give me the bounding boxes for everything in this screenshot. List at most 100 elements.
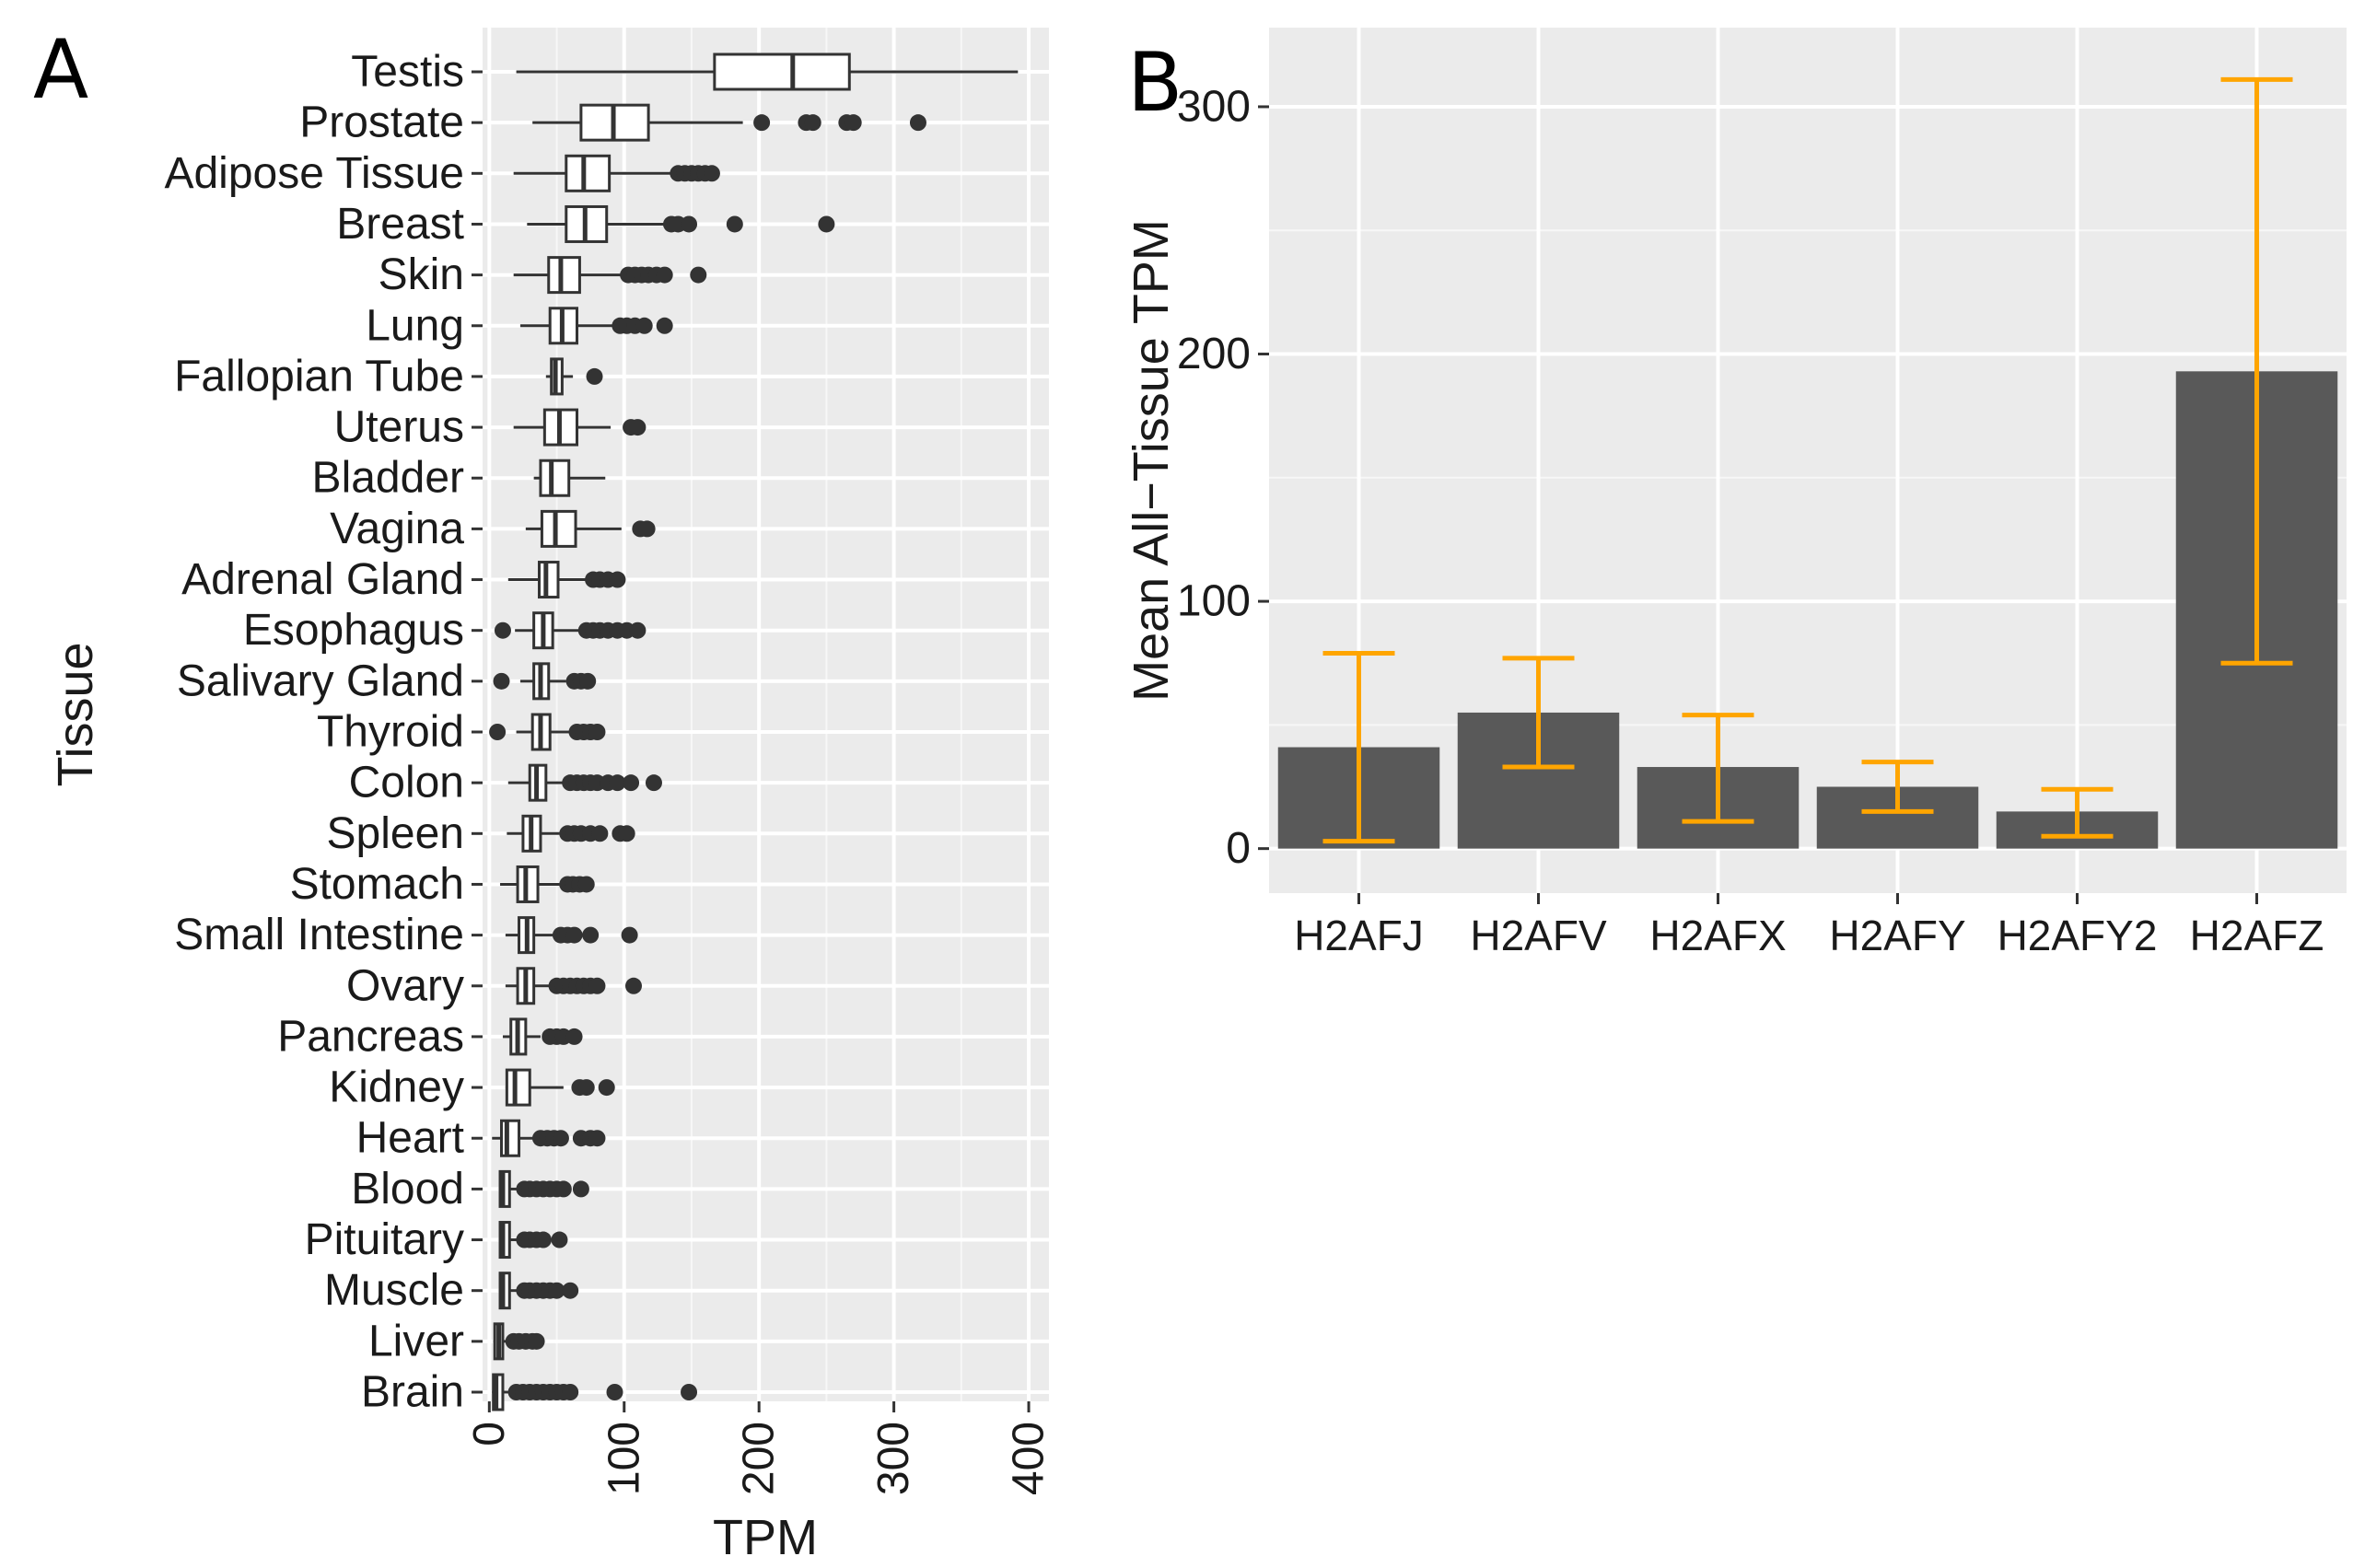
- outlier-point-fallopian-tube: [586, 367, 603, 385]
- outlier-point-breast: [818, 215, 835, 233]
- panel-b-y-axis: 0 100 200 300: [1177, 82, 1269, 873]
- outlier-point-lung: [656, 317, 673, 334]
- outlier-point-adipose-tissue: [703, 165, 720, 182]
- box-stomach: [500, 865, 595, 903]
- panel-a-letter: A: [33, 22, 88, 117]
- box-adrenal-gland: [507, 561, 626, 599]
- y-tick-label-pituitary: Pituitary: [305, 1215, 464, 1264]
- box-skin: [513, 256, 707, 295]
- outlier-point-heart: [552, 1130, 569, 1147]
- outlier-point-stomach: [577, 876, 595, 893]
- y-tick-label-bladder: Bladder: [312, 454, 464, 503]
- outlier-point-prostate: [845, 114, 862, 132]
- outlier-point-small-intestine: [582, 926, 600, 944]
- outlier-point-esophagus: [494, 621, 511, 639]
- box-pituitary: [498, 1221, 568, 1260]
- outlier-point-blood: [572, 1180, 589, 1198]
- y-tick-label-liver: Liver: [368, 1317, 464, 1365]
- outlier-point-spleen: [591, 825, 609, 842]
- box-kidney: [505, 1068, 615, 1107]
- x-tick-label-100: 100: [600, 1422, 648, 1495]
- outlier-point-thyroid: [489, 724, 507, 740]
- outlier-point-muscle: [562, 1282, 579, 1299]
- y-tick-label-300: 300: [1177, 82, 1251, 131]
- box-testis: [516, 52, 1019, 91]
- panel-a-y-axis-title: Tissue: [48, 642, 103, 786]
- outlier-point-spleen: [618, 825, 635, 842]
- outlier-point-pancreas: [565, 1028, 583, 1045]
- x-tick-label-h2afj: H2AFJ: [1294, 912, 1424, 959]
- y-tick-label-prostate: Prostate: [299, 99, 464, 147]
- iqr-box-vagina: [540, 509, 577, 548]
- x-tick-label-h2afv: H2AFV: [1470, 912, 1607, 959]
- box-heart: [492, 1119, 606, 1157]
- outlier-point-prostate: [804, 114, 821, 132]
- outlier-point-salivary-gland: [493, 672, 510, 690]
- outlier-point-uterus: [629, 419, 646, 436]
- outlier-point-breast: [681, 215, 698, 233]
- box-thyroid: [489, 713, 606, 751]
- box-small-intestine: [505, 916, 638, 955]
- y-tick-label-colon: Colon: [349, 759, 464, 807]
- box-salivary-gland: [493, 662, 597, 701]
- outlier-point-vagina: [638, 520, 656, 538]
- y-tick-label-blood: Blood: [351, 1165, 464, 1214]
- iqr-box-testis: [713, 52, 851, 91]
- x-tick-label-0: 0: [465, 1422, 514, 1446]
- panel-b-plot-background: [1269, 28, 2347, 893]
- x-tick-label-h2afy: H2AFY: [1829, 912, 1965, 959]
- y-tick-label-kidney: Kidney: [329, 1063, 464, 1112]
- y-tick-label-muscle: Muscle: [324, 1266, 464, 1315]
- outlier-point-small-intestine: [621, 926, 638, 944]
- outlier-point-kidney: [598, 1079, 615, 1097]
- outlier-point-blood: [554, 1180, 572, 1198]
- outlier-point-skin: [690, 266, 707, 284]
- panel-b-letter: B: [1127, 35, 1182, 130]
- box-spleen: [507, 814, 635, 853]
- y-tick-label-100: 100: [1177, 577, 1251, 626]
- outlier-point-breast: [726, 215, 743, 233]
- iqr-box-skin: [547, 256, 581, 295]
- outlier-point-prostate: [753, 114, 771, 132]
- box-brain: [492, 1373, 698, 1411]
- outlier-point-pituitary: [534, 1231, 552, 1249]
- y-tick-label-heart: Heart: [356, 1114, 464, 1163]
- y-tick-label-adrenal-gland: Adrenal Gland: [181, 555, 464, 604]
- outlier-point-thyroid: [588, 724, 606, 740]
- x-tick-label-h2afy2: H2AFY2: [1998, 912, 2158, 959]
- box-adipose-tissue: [513, 154, 720, 192]
- box-colon: [507, 763, 662, 802]
- outlier-point-pituitary: [551, 1231, 568, 1249]
- y-tick-label-breast: Breast: [336, 200, 464, 249]
- y-tick-label-stomach: Stomach: [290, 860, 464, 909]
- panel-b-x-axis: H2AFJ H2AFV H2AFX H2AFY H2AFY2 H2AFZ: [1294, 893, 2324, 959]
- y-tick-label-skin: Skin: [379, 250, 464, 299]
- error-bar-h2afy: [1861, 760, 1934, 814]
- x-tick-label-200: 200: [735, 1422, 784, 1495]
- panel-b-y-axis-title: Mean All−Tissue TPM: [1124, 219, 1179, 702]
- error-bar-h2afy2: [2041, 786, 2114, 839]
- panel-a-boxes: [489, 52, 1019, 1411]
- x-tick-label-h2afz: H2AFZ: [2190, 912, 2324, 959]
- y-tick-label-pancreas: Pancreas: [277, 1012, 464, 1061]
- outlier-point-ovary: [588, 977, 606, 994]
- y-tick-label-ovary: Ovary: [346, 961, 464, 1010]
- outlier-point-salivary-gland: [579, 672, 597, 690]
- box-liver: [493, 1322, 545, 1361]
- iqr-box-kidney: [505, 1068, 531, 1107]
- outlier-point-brain: [681, 1384, 698, 1400]
- outlier-point-muscle: [548, 1282, 565, 1299]
- y-tick-label-vagina: Vagina: [330, 505, 464, 553]
- x-tick-label-300: 300: [869, 1422, 918, 1495]
- panel-a-x-axis: 0 100 200 300 400: [465, 1401, 1054, 1495]
- y-tick-label-adipose-tissue: Adipose Tissue: [164, 149, 464, 198]
- y-tick-label-brain: Brain: [361, 1368, 464, 1417]
- box-pancreas: [502, 1017, 583, 1056]
- error-bar-h2afv: [1502, 656, 1575, 770]
- outlier-point-liver: [528, 1332, 545, 1350]
- error-bar-h2afj: [1322, 650, 1395, 844]
